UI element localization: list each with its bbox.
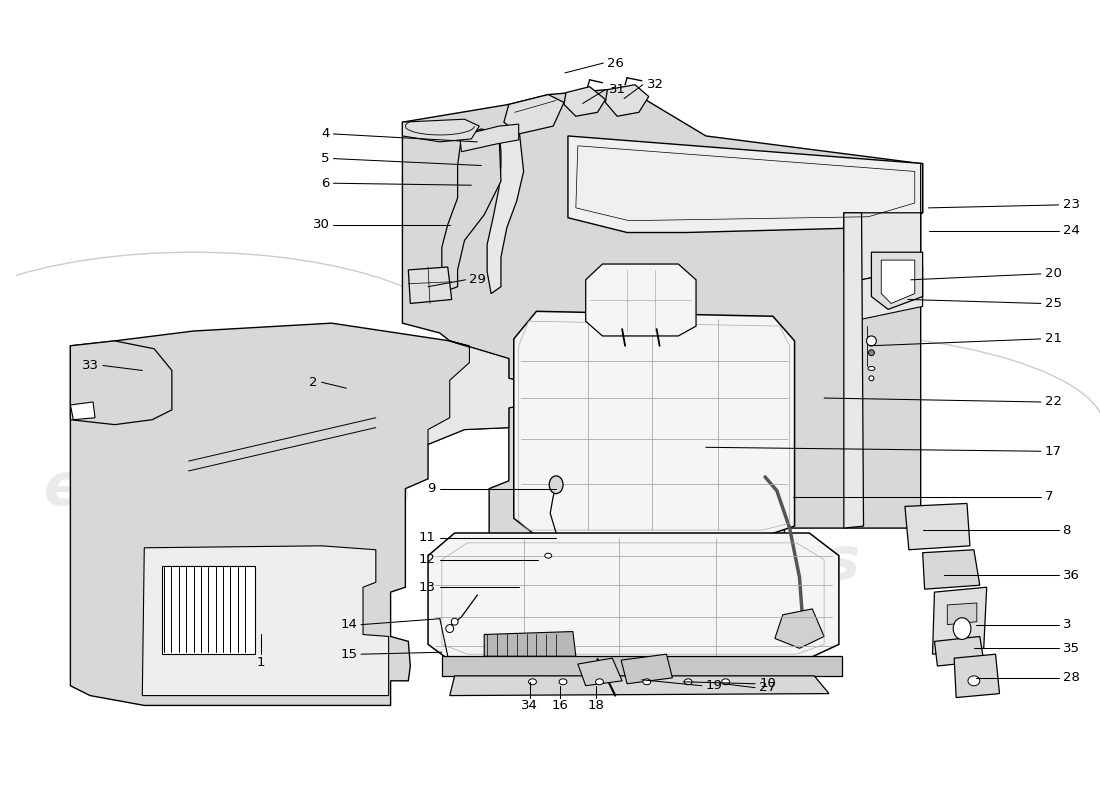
Text: 4: 4 <box>321 127 330 141</box>
Polygon shape <box>487 126 524 294</box>
Text: 11: 11 <box>419 531 436 545</box>
Ellipse shape <box>867 336 877 346</box>
Polygon shape <box>605 85 649 116</box>
Ellipse shape <box>595 679 604 685</box>
Ellipse shape <box>869 376 873 381</box>
Ellipse shape <box>559 679 566 685</box>
Polygon shape <box>428 533 839 664</box>
Polygon shape <box>162 566 254 654</box>
Polygon shape <box>578 658 623 686</box>
Text: 29: 29 <box>470 274 486 286</box>
Text: 7: 7 <box>1045 490 1054 503</box>
Ellipse shape <box>968 676 980 686</box>
Polygon shape <box>403 119 480 142</box>
Polygon shape <box>933 587 987 654</box>
Polygon shape <box>564 86 605 116</box>
Polygon shape <box>935 637 983 666</box>
Polygon shape <box>774 609 824 648</box>
Polygon shape <box>568 136 923 233</box>
Polygon shape <box>504 94 564 134</box>
Text: 32: 32 <box>647 78 663 91</box>
Text: 22: 22 <box>1045 395 1062 409</box>
Ellipse shape <box>451 618 458 625</box>
Text: 34: 34 <box>521 699 538 712</box>
Polygon shape <box>861 267 923 319</box>
Text: 35: 35 <box>1063 642 1079 654</box>
Text: 17: 17 <box>1045 445 1062 458</box>
Polygon shape <box>70 323 538 706</box>
Polygon shape <box>403 90 921 631</box>
Text: 36: 36 <box>1063 569 1079 582</box>
Text: 8: 8 <box>1063 523 1071 537</box>
Text: 18: 18 <box>587 699 604 712</box>
Text: 23: 23 <box>1063 198 1079 211</box>
Text: 14: 14 <box>340 618 358 631</box>
Text: 9: 9 <box>428 482 436 495</box>
Ellipse shape <box>868 366 875 370</box>
Polygon shape <box>871 252 923 310</box>
Polygon shape <box>460 124 519 152</box>
Text: 20: 20 <box>1045 267 1062 280</box>
Text: 10: 10 <box>759 678 775 690</box>
Polygon shape <box>621 654 672 684</box>
Polygon shape <box>514 311 794 536</box>
Polygon shape <box>450 676 829 695</box>
Text: 1: 1 <box>256 655 265 669</box>
Text: 24: 24 <box>1063 224 1079 237</box>
Polygon shape <box>408 267 452 303</box>
Text: 6: 6 <box>321 177 330 190</box>
Polygon shape <box>484 631 575 656</box>
Polygon shape <box>947 603 977 625</box>
Ellipse shape <box>642 679 651 685</box>
Text: 13: 13 <box>419 581 436 594</box>
Text: eurospares: eurospares <box>492 534 861 591</box>
Polygon shape <box>585 264 696 336</box>
Text: 19: 19 <box>706 679 723 692</box>
Polygon shape <box>844 163 923 280</box>
Polygon shape <box>142 546 388 695</box>
Polygon shape <box>881 260 915 303</box>
Text: 26: 26 <box>607 57 624 70</box>
Text: 27: 27 <box>759 681 777 694</box>
Text: 2: 2 <box>309 376 318 389</box>
Text: 30: 30 <box>312 218 330 231</box>
Polygon shape <box>905 503 970 550</box>
Ellipse shape <box>549 476 563 494</box>
Text: 3: 3 <box>1063 618 1071 631</box>
Ellipse shape <box>544 554 552 558</box>
Polygon shape <box>70 341 172 425</box>
Ellipse shape <box>528 679 537 685</box>
Text: 21: 21 <box>1045 333 1062 346</box>
Text: 31: 31 <box>609 83 626 96</box>
Text: 33: 33 <box>82 359 99 372</box>
Ellipse shape <box>954 618 971 639</box>
Text: 12: 12 <box>419 553 436 566</box>
Polygon shape <box>442 656 842 676</box>
Polygon shape <box>954 654 1000 698</box>
Text: 28: 28 <box>1063 671 1079 684</box>
Text: 15: 15 <box>340 648 358 661</box>
Ellipse shape <box>722 679 729 685</box>
Polygon shape <box>70 402 95 420</box>
Polygon shape <box>844 213 864 528</box>
Polygon shape <box>428 341 538 444</box>
Text: 25: 25 <box>1045 297 1062 310</box>
Text: 16: 16 <box>551 699 569 712</box>
Ellipse shape <box>446 625 453 633</box>
Ellipse shape <box>869 350 874 356</box>
Text: eurospares: eurospares <box>44 460 412 517</box>
Ellipse shape <box>684 679 692 685</box>
Polygon shape <box>923 550 980 589</box>
Polygon shape <box>442 129 501 290</box>
Text: 5: 5 <box>321 152 330 165</box>
